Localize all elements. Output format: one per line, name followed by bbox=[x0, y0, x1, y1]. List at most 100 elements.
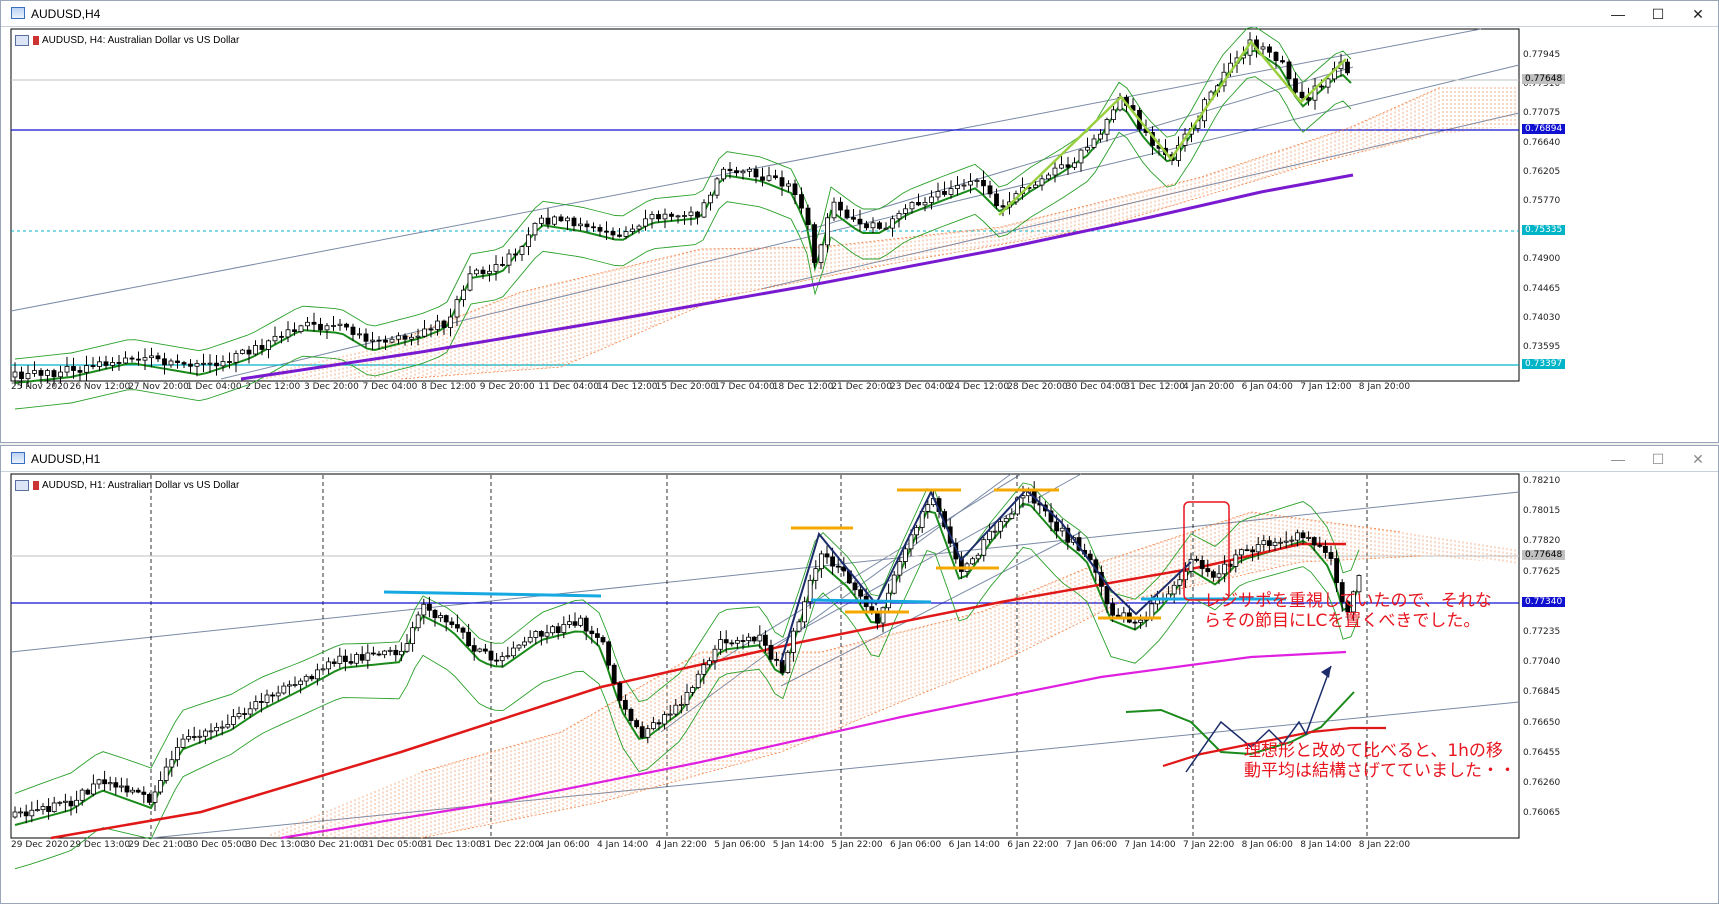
h4-title-bar[interactable]: AUDUSD,H4 — ☐ ✕ bbox=[1, 1, 1718, 27]
h1-candle-body bbox=[611, 664, 617, 684]
chart-window-icon bbox=[11, 7, 25, 19]
h4-time-axis-label: 23 Dec 04:00 bbox=[890, 382, 951, 392]
h1-candle-body bbox=[499, 656, 505, 662]
h4-candle-body bbox=[1065, 164, 1071, 168]
h1-candle-body bbox=[387, 649, 393, 652]
h4-chart-window[interactable]: AUDUSD,H4 — ☐ ✕ AUDUSD, H4: Australian D… bbox=[0, 0, 1719, 443]
h4-candle-body bbox=[123, 357, 128, 364]
h4-close-button[interactable]: ✕ bbox=[1692, 6, 1704, 22]
h1-candle-body bbox=[914, 527, 919, 536]
h1-candle-body bbox=[835, 565, 841, 568]
h4-candle-body bbox=[415, 335, 421, 338]
h1-candle-body bbox=[746, 636, 751, 641]
h1-price-axis-label: 0.76455 bbox=[1523, 747, 1561, 758]
h4-minimize-button[interactable]: — bbox=[1611, 6, 1625, 22]
h1-candle-body bbox=[331, 661, 337, 664]
h4-candle-body bbox=[305, 321, 310, 327]
h4-candle-body bbox=[487, 270, 492, 275]
h4-zigzag bbox=[998, 39, 1347, 216]
h1-zigzag bbox=[780, 488, 1192, 663]
h4-price-chart[interactable] bbox=[1, 27, 1718, 442]
h1-close-button[interactable]: ✕ bbox=[1692, 451, 1704, 467]
h4-candle-body bbox=[64, 366, 70, 373]
h1-bollinger-lower bbox=[14, 546, 1360, 870]
h1-candle-body bbox=[281, 685, 287, 694]
h1-candle-body bbox=[236, 713, 242, 718]
h4-candle-body bbox=[84, 365, 89, 373]
h1-candle-body bbox=[561, 624, 567, 634]
h1-candle-body bbox=[707, 660, 712, 666]
h1-candle-body bbox=[1345, 601, 1351, 613]
h1-candle-body bbox=[1138, 619, 1143, 623]
h1-candle-body bbox=[130, 789, 136, 793]
annotation-note-ma: 理想形と改めて比べると、1hの移 動平均は結構さげてていました・・ bbox=[1244, 741, 1516, 781]
h4-time-axis-label: 17 Dec 04:00 bbox=[714, 382, 775, 392]
h1-time-axis-label: 8 Jan 14:00 bbox=[1300, 840, 1352, 850]
h1-candle-body bbox=[298, 680, 304, 685]
h1-candle-body bbox=[1110, 603, 1115, 616]
h1-candle-body bbox=[510, 647, 516, 657]
h1-candle-body bbox=[819, 553, 824, 570]
h1-candle-body bbox=[785, 651, 791, 673]
h1-candle-body bbox=[751, 636, 757, 642]
h4-candle-body bbox=[279, 335, 284, 338]
h4-candle-body bbox=[422, 328, 427, 337]
h4-candle-body bbox=[1078, 149, 1084, 164]
h1-candle-body bbox=[925, 504, 931, 512]
h1-time-axis-label: 5 Jan 06:00 bbox=[714, 840, 766, 850]
h1-minimize-button[interactable]: — bbox=[1611, 451, 1625, 467]
h1-candle-body bbox=[1171, 584, 1177, 595]
h4-candle-body bbox=[1098, 133, 1103, 140]
h4-candle-body bbox=[1319, 85, 1324, 88]
h1-candle-body bbox=[701, 664, 707, 675]
h1-blue-level-price-label: 0.77340 bbox=[1522, 597, 1566, 607]
h1-cyan-support-marker bbox=[810, 598, 932, 604]
h4-candle-body bbox=[90, 365, 96, 367]
h4-candle-body bbox=[799, 194, 804, 209]
h4-price-axis-label: 0.74465 bbox=[1523, 283, 1561, 294]
h1-candle-body bbox=[1233, 554, 1239, 567]
h1-candle-body bbox=[74, 799, 79, 807]
h4-candle-body bbox=[1033, 184, 1038, 188]
h4-candle-body bbox=[51, 370, 57, 378]
h1-candle-body bbox=[107, 782, 113, 785]
h1-candle-body bbox=[258, 701, 264, 703]
h4-candle-body bbox=[136, 358, 141, 361]
h1-candle-body bbox=[398, 650, 404, 656]
h1-candle-body bbox=[975, 554, 981, 560]
h4-candle-body bbox=[324, 325, 330, 331]
h1-candle-body bbox=[1132, 621, 1138, 624]
h1-candle-body bbox=[303, 675, 309, 682]
h4-candle-body bbox=[149, 355, 154, 359]
h1-candle-body bbox=[286, 684, 292, 687]
h4-candle-body bbox=[779, 177, 785, 187]
h1-bollinger-upper bbox=[14, 482, 1360, 794]
h1-maximize-button[interactable]: ☐ bbox=[1651, 451, 1665, 467]
h1-price-chart[interactable] bbox=[1, 472, 1718, 903]
h1-candle-body bbox=[718, 639, 723, 650]
annotation-note-ma-line2: 動平均は結構さげてていました・・ bbox=[1244, 761, 1516, 781]
h4-candle-body bbox=[883, 227, 889, 230]
h1-price-axis-label: 0.78015 bbox=[1523, 506, 1561, 517]
h4-candle-body bbox=[292, 329, 297, 333]
h4-candle-body bbox=[935, 191, 941, 198]
h1-candle-body bbox=[1334, 558, 1339, 583]
h4-candle-body bbox=[201, 362, 206, 365]
h1-candle-body bbox=[891, 574, 897, 594]
h4-candle-body bbox=[1072, 162, 1077, 168]
h1-chart-window[interactable]: AUDUSD,H1 — ☐ ✕ AUDUSD, H1: Australian D… bbox=[0, 445, 1719, 904]
h1-candle-body bbox=[987, 530, 992, 541]
h4-maximize-button[interactable]: ☐ bbox=[1651, 6, 1665, 22]
h4-candle-body bbox=[844, 209, 850, 218]
h1-candle-body bbox=[337, 655, 343, 664]
h1-candle-body bbox=[1188, 558, 1194, 572]
h1-candle-body bbox=[421, 603, 427, 616]
h4-caption-text: AUDUSD, H4: Australian Dollar vs US Doll… bbox=[42, 35, 240, 47]
h1-candle-body bbox=[438, 615, 444, 619]
h1-highlight-box bbox=[1183, 501, 1230, 601]
h1-title-bar[interactable]: AUDUSD,H1 — ☐ ✕ bbox=[1, 446, 1718, 472]
ideal-sketch-arrow-head bbox=[1321, 666, 1331, 678]
h4-candle-body bbox=[474, 269, 479, 275]
h4-candle-body bbox=[513, 253, 518, 256]
h1-candle-body bbox=[365, 652, 371, 661]
